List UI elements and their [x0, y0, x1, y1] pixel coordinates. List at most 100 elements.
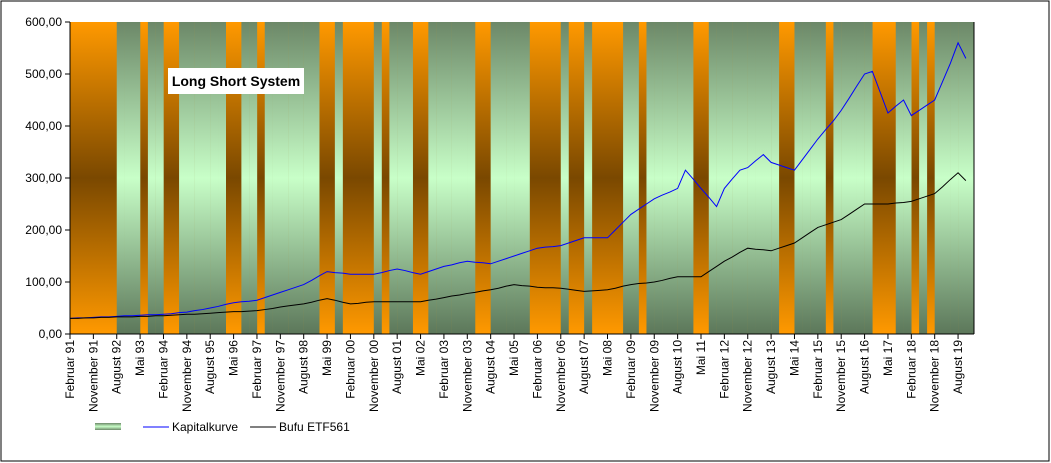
regime-band — [241, 22, 250, 334]
x-tick-label: Februar 09 — [624, 340, 638, 399]
x-tick-label: August 07 — [577, 340, 591, 394]
regime-band — [849, 22, 857, 334]
regime-band — [895, 22, 904, 334]
regime-band — [451, 22, 460, 334]
regime-band — [389, 22, 398, 334]
chart-title: Long Short System — [172, 73, 300, 89]
regime-band — [833, 22, 842, 334]
regime-band — [506, 22, 515, 334]
regime-band — [724, 22, 733, 334]
regime-band — [623, 22, 632, 334]
regime-band — [810, 22, 819, 334]
x-tick-label: Mai 02 — [414, 340, 428, 376]
regime-band — [662, 22, 671, 334]
x-tick-label: August 01 — [390, 340, 404, 394]
x-tick-label: November 03 — [460, 340, 474, 412]
regime-band — [194, 22, 203, 334]
x-tick-label: November 15 — [834, 340, 848, 412]
y-tick-label: 100,00 — [25, 275, 62, 289]
regime-band — [210, 22, 219, 334]
regime-band — [919, 22, 928, 334]
x-tick-label: Februar 06 — [530, 340, 544, 399]
y-tick-label: 400,00 — [25, 119, 62, 133]
regime-band — [132, 22, 141, 334]
regime-band — [763, 22, 772, 334]
regime-band — [856, 22, 865, 334]
regime-band — [218, 22, 226, 334]
x-tick-label: Februar 97 — [250, 340, 264, 399]
x-tick-label: August 92 — [110, 340, 124, 394]
regime-band — [272, 22, 281, 334]
x-tick-label: Februar 91 — [63, 340, 77, 399]
y-tick-label: 200,00 — [25, 223, 62, 237]
x-tick-label: Mai 11 — [694, 340, 708, 375]
regime-band — [646, 22, 655, 334]
regime-band — [249, 22, 258, 334]
regime-band — [794, 22, 803, 334]
regime-band — [443, 22, 452, 334]
regime-band — [739, 22, 748, 334]
regime-band — [965, 22, 974, 334]
regime-band — [186, 22, 195, 334]
line-series — [70, 172, 967, 319]
regime-band — [958, 22, 967, 334]
regime-band — [817, 22, 826, 334]
regime-band — [373, 22, 382, 334]
regime-band — [864, 22, 873, 334]
legend-label: Kapitalkurve — [172, 420, 238, 434]
regime-band — [934, 22, 943, 334]
regime-band — [428, 22, 437, 334]
x-tick-label: August 95 — [203, 340, 217, 394]
x-tick-label: Mai 17 — [881, 340, 895, 376]
regime-band — [404, 22, 413, 334]
regime-band — [630, 22, 639, 334]
regime-band — [716, 22, 725, 334]
regime-band — [841, 22, 850, 334]
regime-band — [708, 22, 717, 334]
title-box — [168, 68, 304, 94]
x-tick-label: August 04 — [484, 340, 498, 394]
x-tick-label: August 19 — [951, 340, 965, 394]
regime-band — [334, 22, 343, 334]
x-tick-label: Februar 94 — [156, 340, 170, 399]
x-tick-label: Februar 15 — [811, 340, 825, 399]
regime-band — [732, 22, 741, 334]
regime-band — [685, 22, 694, 334]
regime-band — [116, 22, 125, 334]
x-tick-label: November 12 — [741, 340, 755, 412]
x-tick-label: August 16 — [858, 340, 872, 394]
x-tick-label: Mai 14 — [787, 340, 801, 376]
regime-band — [521, 22, 530, 334]
x-tick-label: Februar 00 — [343, 340, 357, 399]
legend-label: Bufu ETF561 — [279, 420, 350, 434]
x-tick-label: Mai 96 — [227, 340, 241, 376]
regime-band — [311, 22, 320, 334]
regime-band — [950, 22, 959, 334]
x-tick-label: Mai 05 — [507, 340, 521, 376]
x-tick-label: Februar 12 — [717, 340, 731, 399]
x-tick-label: August 98 — [297, 340, 311, 394]
y-tick-label: 0,00 — [39, 327, 63, 341]
regime-band — [771, 22, 780, 334]
regime-band — [802, 22, 811, 334]
y-tick-label: 300,00 — [25, 171, 62, 185]
regime-band — [669, 22, 678, 334]
regime-band — [498, 22, 507, 334]
x-tick-label: November 00 — [367, 340, 381, 412]
regime-band — [303, 22, 312, 334]
x-tick-label: Februar 18 — [904, 340, 918, 399]
regime-band — [288, 22, 297, 334]
y-tick-label: 500,00 — [25, 67, 62, 81]
regime-band — [755, 22, 764, 334]
regime-band — [202, 22, 211, 334]
x-tick-label: August 13 — [764, 340, 778, 394]
regime-band — [124, 22, 133, 334]
x-tick-label: August 10 — [671, 340, 685, 394]
regime-band — [147, 22, 156, 334]
y-tick-label: 600,00 — [25, 15, 62, 29]
x-tick-label: November 97 — [273, 340, 287, 412]
x-tick-label: November 09 — [647, 340, 661, 412]
regime-band — [490, 22, 499, 334]
regime-band — [459, 22, 468, 334]
